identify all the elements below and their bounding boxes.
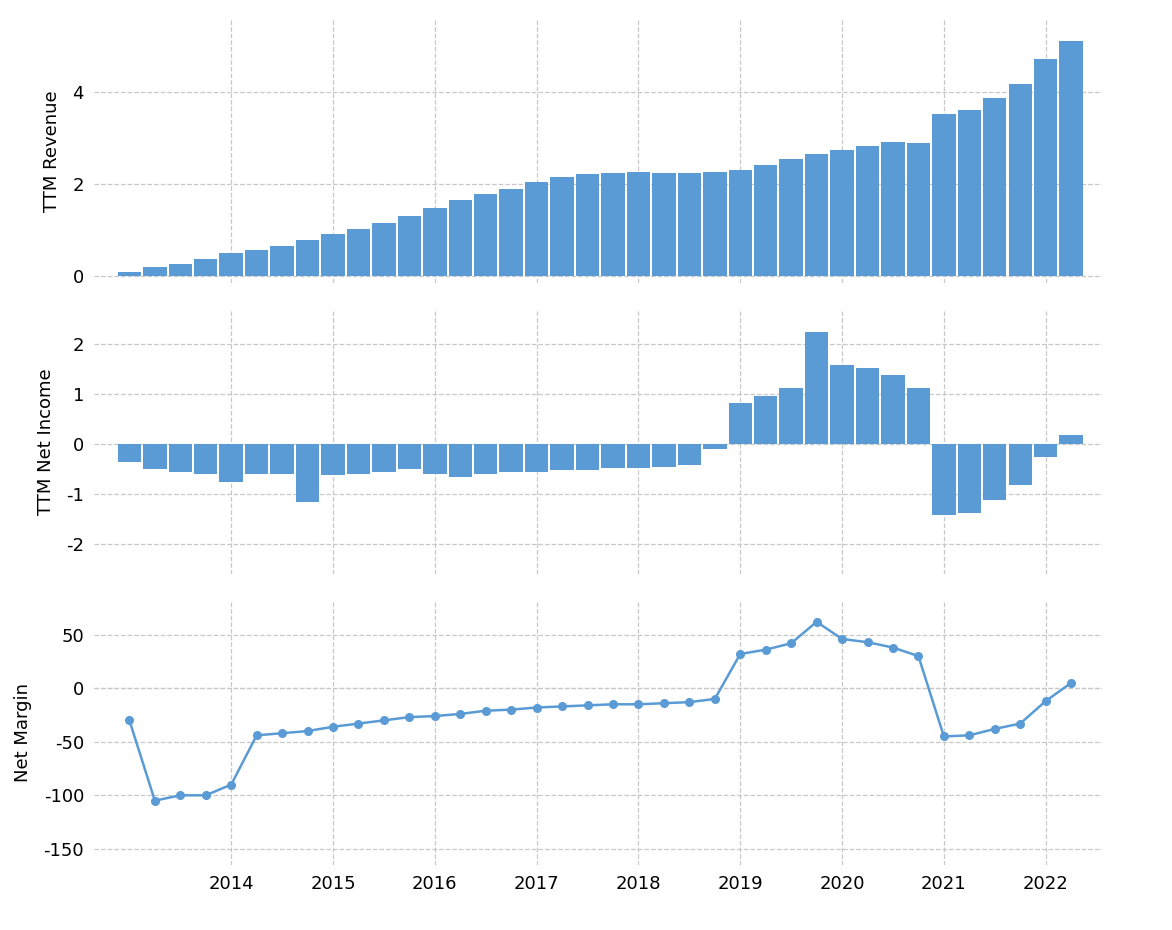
Bar: [1034, 60, 1057, 276]
Bar: [856, 145, 879, 276]
Bar: [169, 445, 192, 472]
Y-axis label: Net Margin: Net Margin: [14, 684, 33, 782]
Bar: [805, 332, 829, 445]
Bar: [601, 445, 625, 468]
Bar: [219, 253, 243, 276]
Bar: [245, 445, 268, 474]
Bar: [551, 445, 574, 471]
Bar: [321, 445, 345, 475]
Bar: [983, 445, 1007, 500]
Bar: [958, 445, 981, 513]
Bar: [677, 173, 701, 276]
Bar: [219, 445, 243, 482]
Bar: [627, 172, 650, 276]
Bar: [143, 445, 166, 470]
Bar: [245, 250, 268, 276]
Bar: [652, 173, 675, 276]
Bar: [423, 208, 447, 276]
Bar: [575, 445, 599, 471]
Bar: [473, 445, 497, 474]
Bar: [397, 217, 421, 276]
Bar: [652, 445, 675, 467]
Bar: [703, 445, 727, 449]
Bar: [907, 143, 931, 276]
Bar: [1009, 84, 1031, 276]
Bar: [575, 174, 599, 276]
Bar: [830, 150, 853, 276]
Bar: [295, 445, 319, 501]
Bar: [983, 98, 1007, 276]
Bar: [729, 404, 752, 445]
Bar: [525, 445, 548, 472]
Bar: [779, 389, 803, 445]
Bar: [677, 445, 701, 465]
Bar: [195, 259, 218, 276]
Bar: [117, 272, 141, 276]
Bar: [449, 200, 472, 276]
Bar: [117, 445, 141, 461]
Bar: [295, 240, 319, 276]
Bar: [907, 389, 931, 445]
Bar: [805, 154, 829, 276]
Bar: [1059, 41, 1083, 276]
Bar: [397, 445, 421, 470]
Bar: [347, 445, 370, 474]
Bar: [932, 114, 955, 276]
Bar: [932, 445, 955, 515]
Bar: [856, 368, 879, 445]
Bar: [881, 376, 905, 445]
Bar: [627, 445, 650, 468]
Bar: [1034, 445, 1057, 457]
Bar: [703, 172, 727, 276]
Bar: [830, 365, 853, 445]
Bar: [169, 264, 192, 276]
Y-axis label: TTM Revenue: TTM Revenue: [43, 90, 61, 212]
Bar: [729, 170, 752, 276]
Bar: [373, 223, 396, 276]
Bar: [271, 445, 294, 474]
Bar: [754, 396, 777, 445]
Bar: [499, 189, 523, 276]
Y-axis label: TTM Net Income: TTM Net Income: [38, 368, 55, 515]
Bar: [551, 177, 574, 276]
Bar: [1059, 435, 1083, 445]
Bar: [321, 233, 345, 276]
Bar: [499, 445, 523, 472]
Bar: [601, 173, 625, 276]
Bar: [958, 110, 981, 276]
Bar: [1009, 445, 1031, 485]
Bar: [373, 445, 396, 472]
Bar: [525, 182, 548, 276]
Bar: [779, 159, 803, 276]
Bar: [473, 194, 497, 276]
Bar: [195, 445, 218, 474]
Bar: [143, 267, 166, 276]
Bar: [881, 142, 905, 276]
Bar: [271, 246, 294, 276]
Bar: [754, 165, 777, 276]
Bar: [347, 230, 370, 276]
Bar: [449, 445, 472, 477]
Bar: [423, 445, 447, 474]
